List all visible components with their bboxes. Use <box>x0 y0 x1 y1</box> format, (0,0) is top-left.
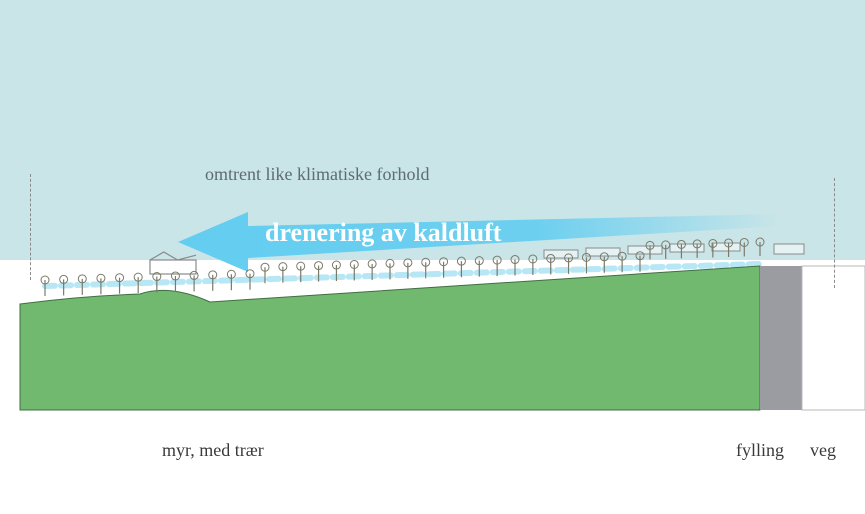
section-marker-right <box>834 178 835 288</box>
caption-fylling: fylling <box>736 440 784 461</box>
diagram-canvas: drenering av kaldluft omtrent like klima… <box>0 0 865 514</box>
section-marker-left <box>30 174 31 280</box>
ground-section <box>0 0 865 514</box>
caption-veg: veg <box>810 440 836 461</box>
caption-myr: myr, med trær <box>162 440 264 461</box>
